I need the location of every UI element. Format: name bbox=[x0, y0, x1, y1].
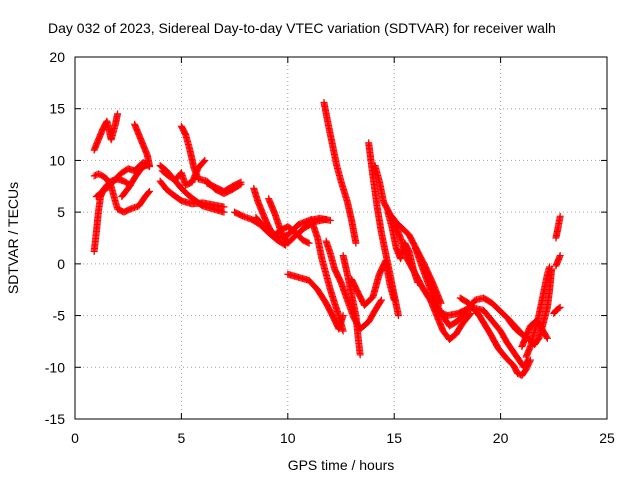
data-point bbox=[556, 252, 564, 260]
data-point bbox=[377, 296, 385, 304]
y-tick-label: 20 bbox=[49, 49, 65, 65]
series-arc-32 bbox=[552, 212, 564, 242]
series-arc-11 bbox=[203, 178, 245, 195]
series-arc-34 bbox=[550, 303, 564, 318]
x-tick-label: 25 bbox=[599, 430, 615, 446]
series-arc-2 bbox=[90, 110, 122, 154]
data-points bbox=[90, 99, 564, 380]
x-tick-label: 10 bbox=[280, 430, 296, 446]
data-point bbox=[201, 156, 209, 164]
data-point bbox=[237, 178, 245, 186]
series-arc-3 bbox=[90, 170, 153, 216]
data-point bbox=[220, 203, 228, 211]
series-arc-20 bbox=[339, 252, 364, 359]
data-point bbox=[356, 351, 364, 359]
y-tick-label: -5 bbox=[53, 308, 66, 324]
chart-title: Day 032 of 2023, Sidereal Day-to-day VTE… bbox=[48, 20, 556, 36]
y-tick-label: 10 bbox=[49, 152, 65, 168]
series-arc-4 bbox=[92, 158, 153, 201]
data-point bbox=[326, 216, 334, 224]
data-point bbox=[556, 212, 564, 220]
data-point bbox=[143, 161, 151, 169]
y-tick-label: 15 bbox=[49, 101, 65, 117]
series-arc-6 bbox=[118, 161, 151, 201]
data-point bbox=[339, 327, 347, 335]
data-point bbox=[394, 312, 402, 320]
data-point bbox=[352, 239, 360, 247]
series-arc-31 bbox=[518, 317, 551, 351]
axis-ticks: 0 5 10 15 20 25 -15 -10 -5 0 5 10 15 20 bbox=[45, 49, 615, 446]
data-point bbox=[543, 334, 551, 342]
x-axis-label: GPS time / hours bbox=[288, 457, 395, 473]
data-point bbox=[526, 356, 534, 364]
series-arc-18 bbox=[320, 99, 360, 247]
x-tick-label: 15 bbox=[386, 430, 402, 446]
y-tick-label: 5 bbox=[57, 204, 65, 220]
series-arc-17 bbox=[307, 215, 347, 335]
data-point bbox=[467, 310, 475, 318]
y-axis-label: SDTVAR / TECUs bbox=[5, 182, 21, 294]
data-point bbox=[305, 239, 313, 247]
x-tick-label: 0 bbox=[71, 430, 79, 446]
series-arc-33 bbox=[552, 252, 564, 270]
data-point bbox=[114, 110, 122, 118]
data-point bbox=[546, 263, 554, 271]
series-arc-28 bbox=[456, 294, 534, 380]
data-point bbox=[556, 303, 564, 311]
x-tick-label: 5 bbox=[178, 430, 186, 446]
y-tick-label: -15 bbox=[45, 411, 65, 427]
series-arc-22 bbox=[365, 139, 402, 320]
x-tick-label: 20 bbox=[493, 430, 509, 446]
y-tick-label: -10 bbox=[45, 359, 65, 375]
series-arc-8 bbox=[156, 177, 228, 211]
data-point bbox=[145, 187, 153, 195]
plot-frame bbox=[74, 56, 608, 420]
y-tick-label: 0 bbox=[57, 256, 65, 272]
